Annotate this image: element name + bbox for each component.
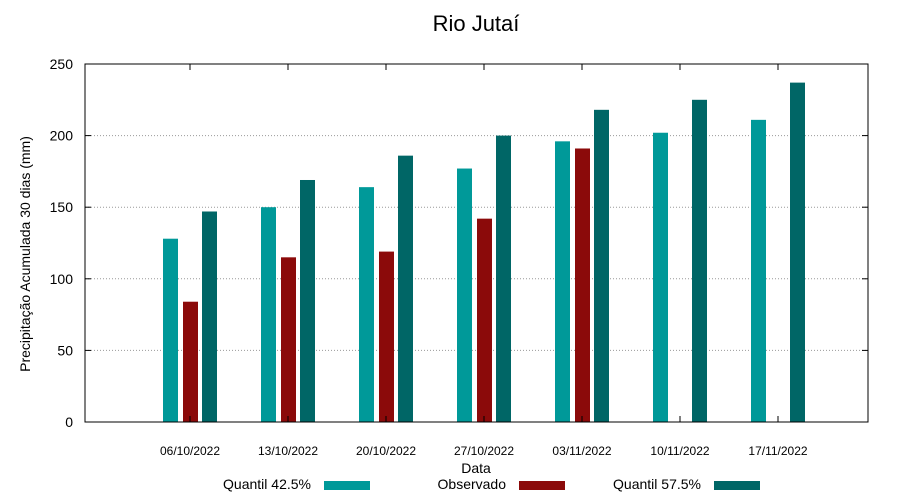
x-axis-ticks: 06/10/2022 13/10/2022 20/10/2022 27/10/2022… — [160, 64, 808, 458]
bar-quantil-42-5- — [359, 187, 374, 422]
y-tick-label: 0 — [65, 414, 73, 430]
y-tick-label: 200 — [50, 128, 74, 144]
bar-quantil-42-5- — [457, 168, 472, 422]
x-tick-label: 13/10/2022 — [258, 444, 318, 458]
bar-observado — [281, 257, 296, 422]
bar-observado — [477, 218, 492, 422]
bars — [163, 82, 805, 423]
legend-swatch — [324, 481, 370, 490]
x-tick-label: 17/11/2022 — [748, 444, 807, 458]
bar-quantil-57-5- — [300, 179, 315, 422]
legend-label: Observado — [438, 476, 507, 492]
legend: Quantil 42.5% Observado Quantil 57.5% — [223, 476, 760, 492]
bar-quantil-42-5- — [261, 207, 276, 422]
bar-quantil-57-5- — [202, 211, 217, 422]
y-tick-label: 50 — [57, 342, 73, 358]
x-tick-label: 20/10/2022 — [356, 444, 416, 458]
bar-quantil-57-5- — [692, 99, 707, 423]
bar-quantil-42-5- — [163, 238, 178, 422]
bar-quantil-57-5- — [398, 155, 413, 422]
chart-title: Rio Jutaí — [433, 11, 520, 36]
x-tick-label: 06/10/2022 — [160, 444, 220, 458]
x-tick-label: 10/11/2022 — [650, 444, 709, 458]
bar-quantil-57-5- — [790, 82, 805, 422]
y-tick-label: 250 — [50, 56, 74, 72]
bar-quantil-57-5- — [496, 135, 511, 422]
plot-area-frame — [84, 63, 869, 423]
bar-observado — [183, 301, 198, 422]
y-axis-label: Precipitação Acumulada 30 dias (mm) — [17, 136, 33, 372]
legend-swatch — [714, 481, 760, 490]
x-tick-label: 03/11/2022 — [552, 444, 611, 458]
legend-label: Quantil 57.5% — [613, 476, 701, 492]
bar-quantil-57-5- — [594, 109, 609, 422]
bar-observado — [575, 148, 590, 422]
x-axis-label: Data — [461, 460, 491, 476]
legend-swatch — [519, 481, 565, 490]
x-tick-label: 27/10/2022 — [454, 444, 514, 458]
y-tick-label: 100 — [50, 271, 74, 287]
y-axis-ticks: 0 50 100 150 200 250 — [50, 56, 868, 430]
y-tick-label: 150 — [50, 199, 74, 215]
bar-observado — [379, 251, 394, 422]
legend-label: Quantil 42.5% — [223, 476, 311, 492]
bar-quantil-42-5- — [751, 119, 766, 423]
bar-quantil-42-5- — [555, 141, 570, 422]
bar-quantil-42-5- — [653, 132, 668, 422]
